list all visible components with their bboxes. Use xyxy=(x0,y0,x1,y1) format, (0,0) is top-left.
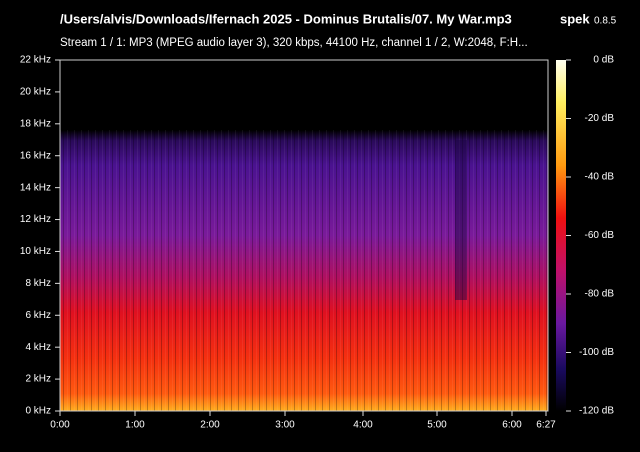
x-tick-label: 4:00 xyxy=(353,420,373,431)
app-version: 0.8.5 xyxy=(594,16,617,27)
plot-frame xyxy=(59,59,549,412)
colorbar-label: -100 dB xyxy=(579,347,614,358)
y-tick-label: 4 kHz xyxy=(25,342,51,353)
x-tick-label: 6:00 xyxy=(502,420,522,431)
y-tick-label: 12 kHz xyxy=(20,214,51,225)
colorbar-label: -80 dB xyxy=(585,289,615,300)
x-tick-label: 1:00 xyxy=(125,420,145,431)
y-tick-label: 6 kHz xyxy=(25,310,51,321)
colorbar-label: -40 dB xyxy=(585,172,615,183)
y-tick-label: 22 kHz xyxy=(20,55,51,66)
colorbar xyxy=(556,60,566,411)
app-name: spek xyxy=(560,11,590,26)
x-tick-label: 0:00 xyxy=(50,420,70,431)
colorbar-label: -120 dB xyxy=(579,406,614,417)
stream-info: Stream 1 / 1: MP3 (MPEG audio layer 3), … xyxy=(60,37,528,49)
y-tick-label: 0 kHz xyxy=(25,406,51,417)
spectrogram-texture xyxy=(60,130,548,411)
x-tick-label: 3:00 xyxy=(275,420,295,431)
axes: 22 kHz 20 kHz 18 kHz 16 kHz 14 kHz 12 kHz 10 k… xyxy=(20,55,614,431)
colorbar-label: -60 dB xyxy=(585,230,615,241)
y-tick-label: 8 kHz xyxy=(25,278,51,289)
colorbar-label: 0 dB xyxy=(593,55,614,66)
x-tick-label: 6:27 xyxy=(536,420,556,431)
y-tick-label: 10 kHz xyxy=(20,246,51,257)
y-tick-label: 18 kHz xyxy=(20,118,51,129)
x-tick-label: 2:00 xyxy=(200,420,220,431)
y-tick-label: 2 kHz xyxy=(25,374,51,385)
file-title: /Users/alvis/Downloads/Ifernach 2025 - D… xyxy=(60,11,512,26)
x-tick-label: 5:00 xyxy=(427,420,447,431)
y-tick-label: 20 kHz xyxy=(20,87,51,98)
colorbar-label: -20 dB xyxy=(585,113,615,124)
spectrogram-dip xyxy=(455,140,467,300)
y-tick-label: 16 kHz xyxy=(20,150,51,161)
y-tick-label: 14 kHz xyxy=(20,182,51,193)
